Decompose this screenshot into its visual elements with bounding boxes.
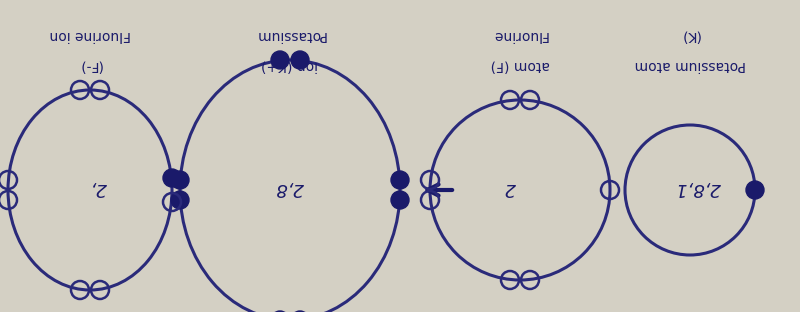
Circle shape bbox=[271, 51, 289, 69]
Circle shape bbox=[271, 311, 289, 312]
Text: (K): (K) bbox=[680, 28, 700, 42]
Text: 2,8: 2,8 bbox=[276, 179, 304, 197]
Text: Fluorine ion: Fluorine ion bbox=[50, 28, 130, 42]
Circle shape bbox=[291, 51, 309, 69]
Text: 2,8,1: 2,8,1 bbox=[675, 179, 721, 197]
Text: 2: 2 bbox=[504, 179, 516, 197]
Text: Fluorine: Fluorine bbox=[492, 28, 548, 42]
Circle shape bbox=[171, 191, 189, 209]
Circle shape bbox=[391, 171, 409, 189]
Circle shape bbox=[163, 169, 181, 187]
Text: ion (K+): ion (K+) bbox=[262, 58, 318, 72]
Text: Potassium: Potassium bbox=[254, 28, 326, 42]
Circle shape bbox=[746, 181, 764, 199]
Text: atom (F): atom (F) bbox=[490, 58, 550, 72]
Text: 2,: 2, bbox=[90, 179, 106, 197]
Text: (F-): (F-) bbox=[78, 58, 102, 72]
Text: Potassium atom: Potassium atom bbox=[634, 58, 746, 72]
Circle shape bbox=[291, 311, 309, 312]
Circle shape bbox=[171, 171, 189, 189]
Circle shape bbox=[391, 191, 409, 209]
